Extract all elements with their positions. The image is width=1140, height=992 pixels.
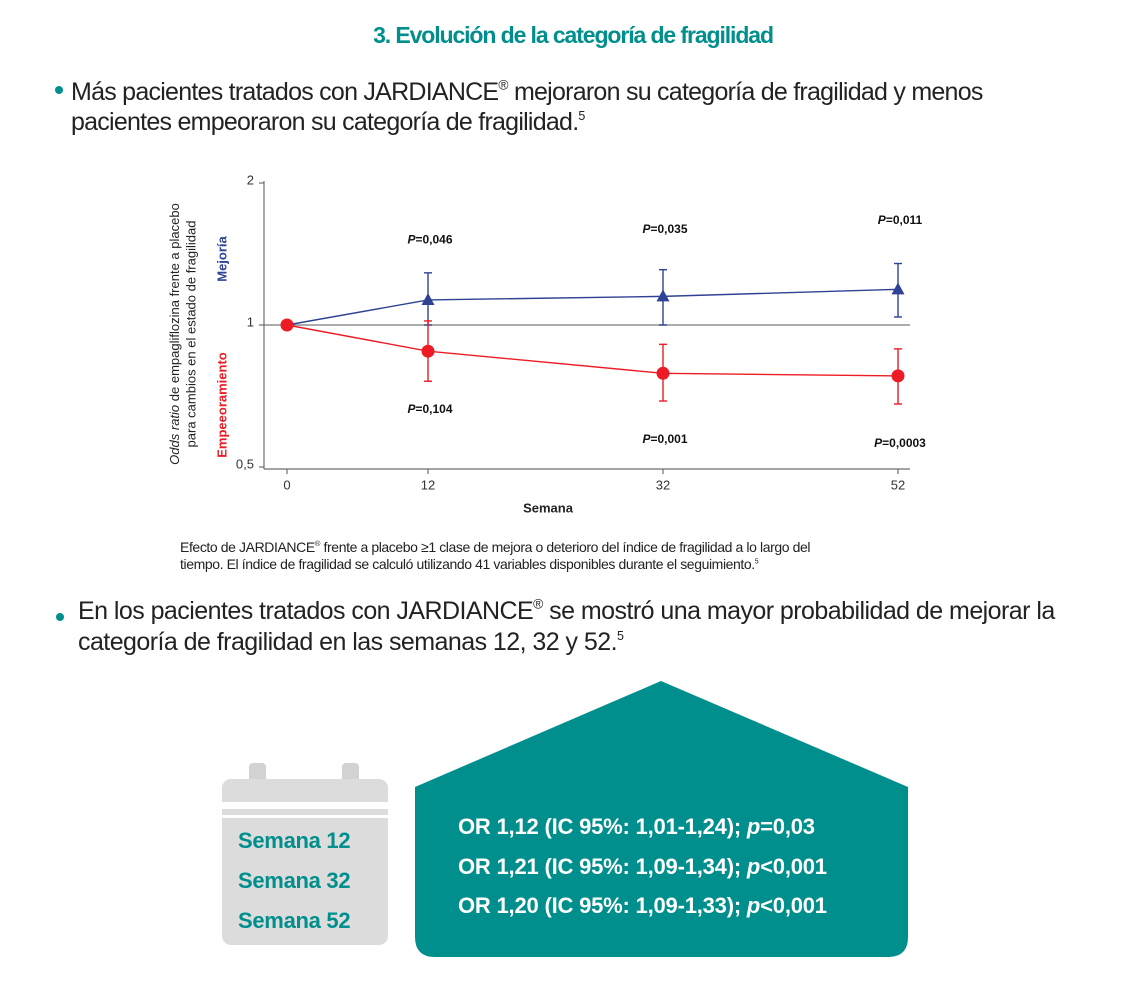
circle-marker xyxy=(891,369,905,383)
registered-mark: ® xyxy=(533,596,543,612)
triangle-marker xyxy=(891,282,905,295)
section-title: 3. Evolución de la categoría de fragilid… xyxy=(373,22,774,48)
bullet-text-part: se mostró una mayor probabilidad de mejo… xyxy=(542,597,1055,625)
x-tick-label: 32 xyxy=(656,477,670,492)
p-value-label: P=0,046 xyxy=(407,233,452,247)
p-symbol: p xyxy=(746,814,761,839)
p-symbol: p xyxy=(746,854,761,879)
legend-label-improvement: Mejoría xyxy=(214,235,229,281)
p-value-label: P=0,0003 xyxy=(874,436,926,450)
bullet-text-part: pacientes empeoraron su categoría de fra… xyxy=(71,108,579,136)
reference-number: 5 xyxy=(616,629,624,643)
legend-label-worsening: Empeeoramiento xyxy=(214,352,229,458)
registered-mark: ® xyxy=(314,539,321,549)
circle-marker xyxy=(656,366,670,380)
registered-mark: ® xyxy=(498,77,508,93)
calendar-body xyxy=(222,818,388,945)
x-axis-label: Semana xyxy=(523,500,574,515)
p-value: <0,001 xyxy=(760,854,827,879)
bullet-text-part: Más pacientes tratados con JARDIANCE xyxy=(71,78,499,106)
bullet-text-part: En los pacientes tratados con JARDIANCE xyxy=(78,597,534,625)
week-label: Semana 52 xyxy=(238,908,351,933)
odds-ratio-line: OR 1,20 (IC 95%: 1,09-1,33); p<0,001 xyxy=(458,893,827,919)
reference-number: 5 xyxy=(754,558,759,566)
circle-marker xyxy=(280,318,294,332)
x-tick-label: 12 xyxy=(421,477,435,492)
or-value: OR 1,12 (IC 95%: 1,01-1,24); xyxy=(458,814,747,839)
y-tick-label: 0,5 xyxy=(236,456,254,471)
odds-ratio-chart: 2 1 0,5 0 12 32 52 Semana Odds ratio de empaglif… xyxy=(167,172,926,515)
p-value: =0,03 xyxy=(760,814,815,839)
p-value-label: P=0,035 xyxy=(642,222,687,236)
or-value: OR 1,20 (IC 95%: 1,09-1,33); xyxy=(458,893,747,918)
caption-part: tiempo. El índice de fragilidad se calcu… xyxy=(180,556,755,572)
bullet-text-part: mejoraron su categoría de fragilidad y m… xyxy=(507,78,983,106)
results-box-background xyxy=(415,681,908,957)
reference-number: 5 xyxy=(578,109,585,123)
triangle-marker xyxy=(656,289,670,302)
caption-part: Efecto de JARDIANCE xyxy=(180,539,315,555)
series-line-improvement xyxy=(286,288,899,326)
bullet-text-improvement: Más pacientes tratados con JARDIANCE® me… xyxy=(71,77,983,137)
x-tick-label: 52 xyxy=(891,477,905,492)
series-line-worsening xyxy=(286,324,899,377)
caption-part: frente a placebo ≥1 clase de mejora o de… xyxy=(320,539,811,555)
week-label: Semana 32 xyxy=(238,868,351,893)
triangle-marker xyxy=(421,292,435,305)
bullet-text-probability: En los pacientes tratados con JARDIANCE®… xyxy=(78,596,1055,658)
bullet-dot xyxy=(55,86,63,94)
bullet-text-part: categoría de fragilidad en las semanas 1… xyxy=(78,628,618,656)
y-tick-label: 2 xyxy=(247,172,254,187)
calendar-stripe xyxy=(222,809,388,815)
y-axis-label: Odds ratio de empagliflozina frente a pl… xyxy=(167,203,182,465)
odds-ratio-line: OR 1,21 (IC 95%: 1,09-1,34); p<0,001 xyxy=(458,854,827,880)
or-value: OR 1,21 (IC 95%: 1,09-1,34); xyxy=(458,854,747,879)
circle-marker xyxy=(421,344,435,358)
bullet-dot xyxy=(56,613,64,621)
y-tick-label: 1 xyxy=(247,314,254,329)
calendar-header xyxy=(222,779,388,802)
p-value-label: P=0,011 xyxy=(878,213,923,227)
chart-caption: Efecto de JARDIANCE® frente a placebo ≥1… xyxy=(180,539,811,573)
y-axis-label-line2: para cambios en el estado de fragilidad xyxy=(183,221,198,448)
p-symbol: p xyxy=(746,893,761,918)
p-value-label: P=0,001 xyxy=(642,432,687,446)
p-value-label: P=0,104 xyxy=(407,402,452,416)
p-value: <0,001 xyxy=(760,893,827,918)
x-tick-label: 0 xyxy=(283,477,290,492)
week-label: Semana 12 xyxy=(238,828,351,853)
odds-ratio-line: OR 1,12 (IC 95%: 1,01-1,24); p=0,03 xyxy=(458,814,815,840)
